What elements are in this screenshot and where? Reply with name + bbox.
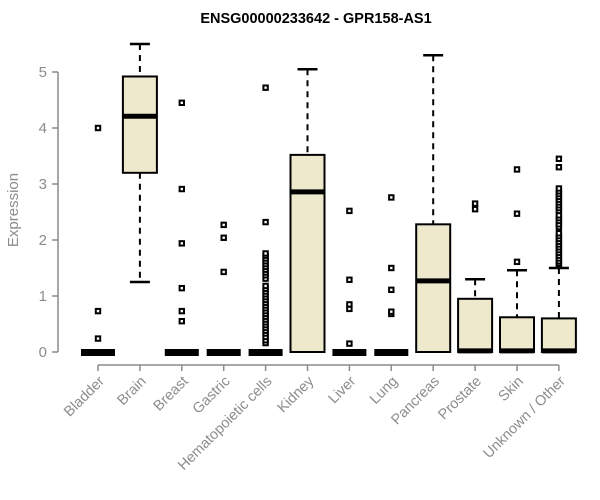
box [540, 317, 577, 353]
y-tick-label: 0 [39, 344, 47, 361]
outlier-point [388, 264, 395, 272]
x-tick-label: Skin [496, 374, 527, 405]
outlier-point [262, 250, 269, 257]
outlier-point [555, 185, 563, 192]
box [121, 75, 158, 174]
outlier-point [178, 240, 186, 247]
outlier-point [262, 84, 269, 91]
x-tick-label: Lung [367, 374, 401, 408]
outlier-point [513, 210, 521, 217]
outlier-point [178, 185, 186, 193]
outlier-point [178, 318, 186, 325]
collapsed-box [164, 349, 199, 356]
x-tick-label: Prostate [435, 374, 484, 423]
outlier-point [220, 221, 227, 229]
outlier-point [262, 218, 269, 226]
outlier-point [178, 284, 186, 292]
outlier-point [94, 335, 102, 342]
collapsed-box [374, 349, 409, 356]
outlier-point [346, 301, 353, 308]
outlier-point [471, 200, 479, 207]
y-tick-label: 2 [39, 232, 47, 249]
y-tick-label: 1 [39, 288, 47, 305]
x-tick-label: Liver [326, 373, 360, 407]
x-tick-label: Kidney [275, 373, 318, 416]
chart-title: ENSG00000233642 - GPR158-AS1 [200, 11, 431, 27]
outlier-point [346, 207, 353, 215]
outlier-point [388, 308, 395, 315]
collapsed-box [206, 349, 241, 356]
outlier-point [555, 164, 563, 171]
y-axis-label: Expression [5, 173, 22, 247]
outlier-point [388, 194, 395, 201]
box [457, 297, 494, 353]
outlier-point [555, 155, 563, 163]
x-tick-label: Breast [151, 374, 192, 415]
box [289, 153, 326, 353]
y-tick-label: 3 [39, 176, 47, 193]
outlier-point [220, 268, 227, 276]
box [499, 316, 535, 353]
y-tick-label: 4 [39, 120, 47, 137]
outlier-point [220, 234, 227, 241]
outlier-point [388, 286, 395, 294]
outlier-point [178, 99, 186, 106]
outlier-point [555, 230, 563, 237]
outlier-point [262, 282, 269, 290]
collapsed-box [332, 349, 367, 356]
outlier-point [471, 206, 479, 213]
outlier-point [346, 276, 353, 283]
collapsed-box [81, 349, 115, 356]
y-tick-label: 5 [39, 64, 47, 81]
outlier-point [513, 166, 521, 173]
outlier-point [94, 124, 102, 132]
x-tick-label: Bladder [61, 373, 108, 420]
box [415, 223, 452, 354]
outlier-point [346, 340, 353, 347]
x-tick-label: Brain [114, 374, 149, 409]
outlier-point [178, 307, 186, 315]
collapsed-box [248, 349, 283, 356]
outlier-point [94, 307, 102, 315]
outlier-point [513, 258, 521, 266]
